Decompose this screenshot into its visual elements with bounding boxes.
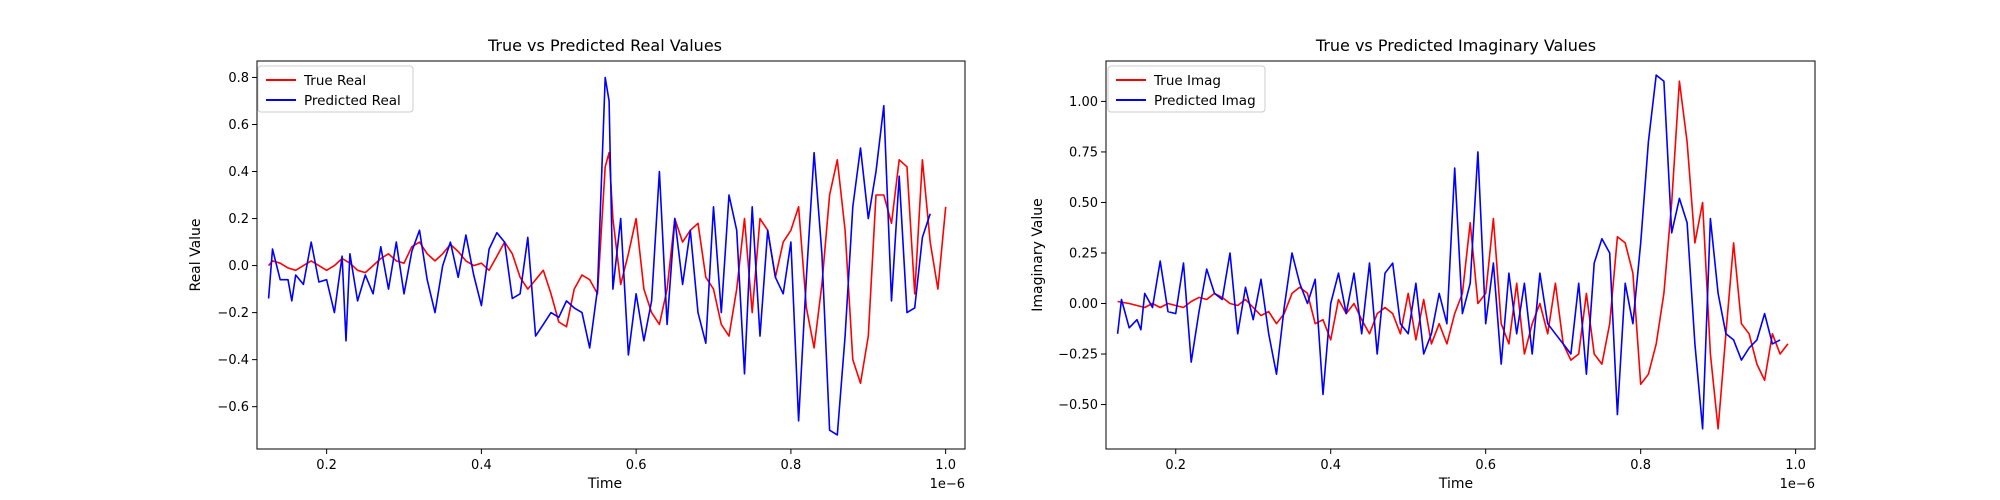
- legend: True Real Predicted Real: [257, 65, 414, 113]
- series-line-true: [1117, 80, 1789, 430]
- legend-label-predicted-real: Predicted Real: [304, 93, 401, 109]
- y-axis-label: Real Value: [188, 218, 204, 291]
- x-tick-label: 0.8: [1630, 458, 1651, 473]
- y-tick-label: 0.0: [228, 259, 249, 274]
- y-tick-label: 0.4: [228, 165, 249, 180]
- x-tick-label: 0.4: [471, 458, 492, 473]
- y-tick-label: −0.50: [1058, 398, 1098, 413]
- real-values-chart: True vs Predicted Real Values 0.2 0.4 0.6 0…: [188, 36, 966, 492]
- y-tick-label: 0.8: [228, 71, 249, 86]
- y-tick-label: 0.75: [1069, 145, 1098, 160]
- series-line-predicted: [1116, 74, 1781, 430]
- legend-label-true-real: True Real: [303, 73, 366, 89]
- x-tick-label: 0.2: [1165, 458, 1186, 473]
- x-offset-text: 1e−6: [1780, 477, 1815, 492]
- axes-frame: [256, 60, 966, 450]
- x-tick-label: 0.4: [1320, 458, 1341, 473]
- y-tick-label: 0.50: [1069, 196, 1098, 211]
- y-tick-label: −0.4: [217, 353, 249, 368]
- x-tick-label: 0.6: [626, 458, 647, 473]
- legend-box: [257, 65, 414, 113]
- x-axis-label: Time: [587, 476, 622, 492]
- y-tick-label: −0.2: [217, 306, 249, 321]
- y-tick-label: 0.2: [228, 212, 249, 227]
- y-axis-label: Imaginary Value: [1030, 198, 1046, 312]
- x-tick-label: 1.0: [1785, 458, 1806, 473]
- x-tick-label: 1.0: [935, 458, 956, 473]
- y-tick-label: 0.00: [1069, 297, 1098, 312]
- legend: True Imag Predicted Imag: [1107, 65, 1266, 113]
- chart-title: True vs Predicted Real Values: [487, 36, 722, 55]
- series-line-predicted: [267, 76, 931, 436]
- legend-label-true-imag: True Imag: [1153, 73, 1221, 89]
- y-tick-label: 1.00: [1069, 95, 1098, 110]
- x-tick-label: 0.2: [316, 458, 337, 473]
- y-tick-label: 0.25: [1069, 246, 1098, 261]
- series-line-true: [267, 151, 947, 384]
- y-tick-label: −0.6: [217, 400, 249, 415]
- legend-label-predicted-imag: Predicted Imag: [1154, 93, 1256, 109]
- y-tick-label: 0.6: [228, 118, 249, 133]
- axes-frame: [1105, 60, 1816, 450]
- plot-area: 0.2 0.4 0.6 0.8 1.0 −0.6 −0.4 −0.2 0.0 0.2 0.4 0.6 0…: [217, 60, 966, 473]
- chart-title: True vs Predicted Imaginary Values: [1315, 36, 1596, 55]
- x-offset-text: 1e−6: [930, 477, 965, 492]
- imaginary-values-chart: True vs Predicted Imaginary Values 0.2 0.…: [1030, 36, 1816, 492]
- y-tick-label: −0.25: [1058, 348, 1098, 363]
- x-tick-label: 0.8: [781, 458, 802, 473]
- x-tick-label: 0.6: [1475, 458, 1496, 473]
- plot-area: 0.2 0.4 0.6 0.8 1.0 −0.50 −0.25 0.00 0.25 0.50 0.7…: [1058, 60, 1816, 473]
- x-axis-label: Time: [1438, 476, 1473, 492]
- legend-box: [1107, 65, 1266, 113]
